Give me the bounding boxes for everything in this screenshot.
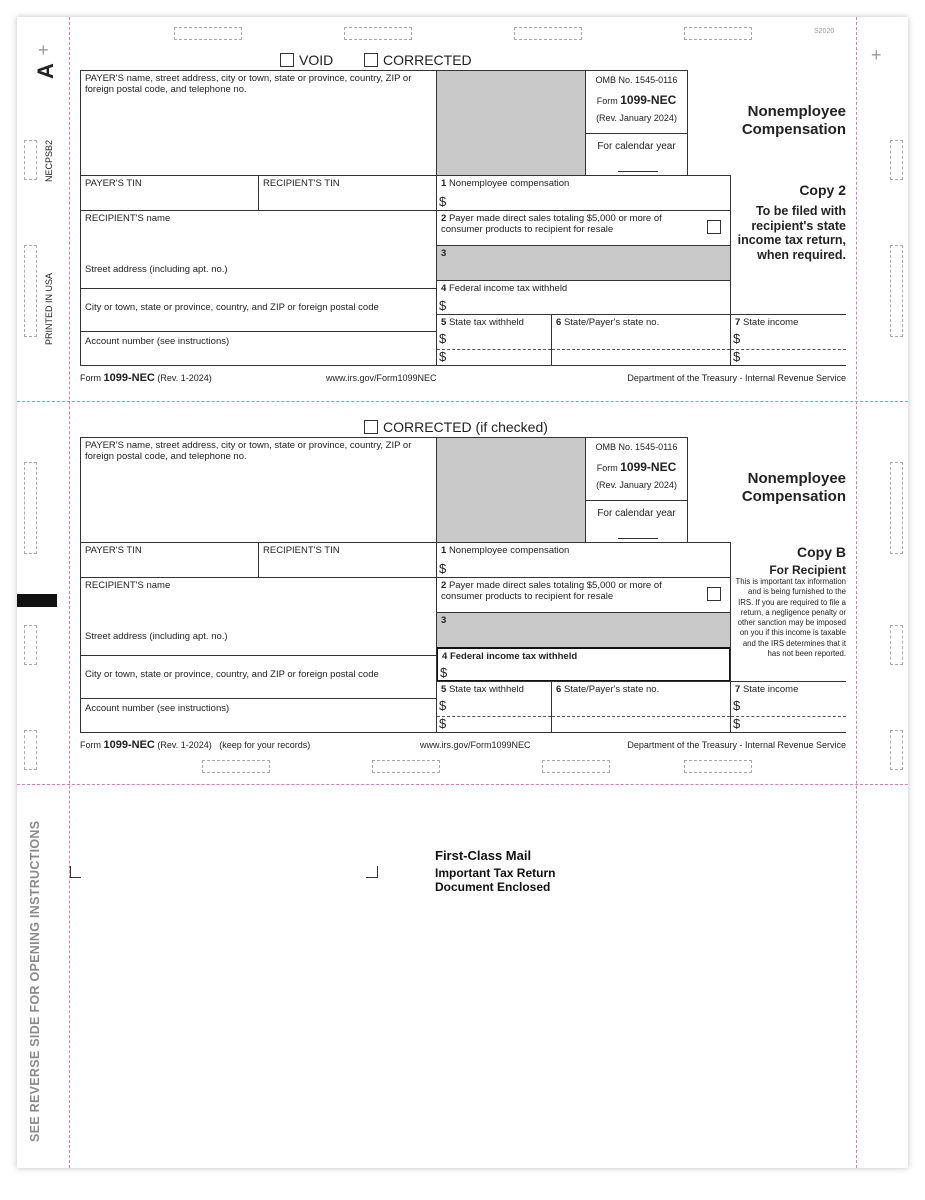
form-footer-id: Form 1099-NEC (Rev. 1-2024) — [80, 372, 212, 384]
calendar-year-field[interactable] — [618, 171, 658, 172]
copy-panel: Copy B For Recipient This is important t… — [730, 542, 846, 682]
pin-mark — [684, 760, 752, 773]
copy-panel: Copy 2 To be filed with recipient's stat… — [737, 182, 846, 262]
department-label: Department of the Treasury - Internal Re… — [627, 373, 846, 383]
pin-mark — [684, 27, 752, 40]
recipient-city-field[interactable]: City or town, state or province, country… — [80, 655, 437, 699]
pin-mark — [24, 140, 37, 180]
department-label: Department of the Treasury - Internal Re… — [627, 740, 846, 750]
account-number-field[interactable]: Account number (see instructions) — [80, 331, 437, 366]
copy-b-form: PAYER'S name, street address, city or to… — [80, 437, 846, 757]
box3-field: 3 — [436, 245, 731, 281]
pin-mark — [890, 140, 903, 180]
box5-field[interactable]: 5 State tax withheld $ $ — [436, 681, 552, 733]
box1-field[interactable]: 1 Nonemployee compensation $ — [436, 542, 731, 578]
pin-mark — [542, 760, 610, 773]
pin-mark — [24, 245, 37, 337]
corrected-checkbox[interactable]: CORRECTED — [364, 52, 472, 68]
box7-field[interactable]: 7 State income $ $ — [730, 314, 846, 366]
pin-mark — [890, 462, 903, 554]
reverse-instructions: SEE REVERSE SIDE FOR OPENING INSTRUCTION… — [28, 820, 42, 1142]
shaded-area — [436, 437, 586, 543]
pin-mark — [890, 245, 903, 337]
payer-tin-field[interactable]: PAYER'S TIN — [80, 175, 259, 211]
form-title: Nonemployee Compensation — [741, 103, 846, 138]
irs-url[interactable]: www.irs.gov/Form1099NEC — [326, 373, 437, 383]
perforation-right — [856, 17, 857, 1168]
omb-block: OMB No. 1545-0116 Form 1099-NEC (Rev. Ja… — [585, 70, 688, 176]
form-footer-id: Form 1099-NEC (Rev. 1-2024) (keep for yo… — [80, 739, 311, 751]
perforation-left — [69, 17, 70, 1168]
box1-field[interactable]: 1 Nonemployee compensation $ — [436, 175, 731, 211]
pin-mark — [890, 625, 903, 665]
alignment-bar — [17, 594, 57, 607]
perforation-middle — [17, 401, 908, 402]
box6-field[interactable]: 6 State/Payer's state no. — [551, 681, 731, 733]
box4-field[interactable]: 4 Federal income tax withheld $ — [436, 647, 731, 682]
box5-field[interactable]: 5 State tax withheld $ $ — [436, 314, 552, 366]
payer-info-field[interactable]: PAYER'S name, street address, city or to… — [80, 437, 437, 543]
account-number-field[interactable]: Account number (see instructions) — [80, 698, 437, 733]
pin-mark — [344, 27, 412, 40]
calendar-year-field[interactable] — [618, 538, 658, 539]
pin-mark — [890, 730, 903, 770]
box2-checkbox[interactable] — [707, 587, 721, 601]
form-code: NECPSB2 — [44, 139, 54, 182]
box7-field[interactable]: 7 State income $ $ — [730, 681, 846, 733]
plate-code: S2020 — [814, 28, 835, 35]
recipient-city-field[interactable]: City or town, state or province, country… — [80, 288, 437, 332]
box2-field: 2 Payer made direct sales totaling $5,00… — [436, 210, 731, 246]
pin-mark — [24, 462, 37, 554]
void-checkbox[interactable]: VOID — [280, 52, 333, 68]
recipient-tin-field[interactable]: RECIPIENT'S TIN — [258, 175, 437, 211]
corrected-checkbox[interactable]: CORRECTED (if checked) — [364, 419, 548, 435]
paper-sheet — [17, 17, 908, 1168]
form-title: Nonemployee Compensation — [741, 470, 846, 505]
box2-field: 2 Payer made direct sales totaling $5,00… — [436, 577, 731, 613]
shaded-area — [436, 70, 586, 176]
omb-block: OMB No. 1545-0116 Form 1099-NEC (Rev. Ja… — [585, 437, 688, 543]
window-corner-mark — [70, 866, 81, 878]
perforation-bottom — [17, 784, 908, 785]
box3-field: 3 — [436, 612, 731, 648]
pin-mark — [24, 730, 37, 770]
printed-in-usa: PRINTED IN USA — [44, 272, 54, 345]
box4-field[interactable]: 4 Federal income tax withheld $ — [436, 280, 731, 315]
pin-mark — [202, 760, 270, 773]
pin-mark — [24, 625, 37, 665]
copy-2-form: PAYER'S name, street address, city or to… — [80, 70, 846, 390]
window-corner-mark — [366, 866, 378, 878]
registration-plus-icon: + — [871, 45, 882, 65]
registration-plus-icon: + — [38, 40, 49, 60]
copy-letter: A — [32, 63, 58, 79]
pin-mark — [514, 27, 582, 40]
recipient-name-field[interactable]: RECIPIENT'S name Street address (includin… — [80, 210, 437, 289]
pin-mark — [372, 760, 440, 773]
pin-mark — [174, 27, 242, 40]
recipient-tin-field[interactable]: RECIPIENT'S TIN — [258, 542, 437, 578]
box2-checkbox[interactable] — [707, 220, 721, 234]
payer-tin-field[interactable]: PAYER'S TIN — [80, 542, 259, 578]
mailer-text: First-Class Mail Important Tax Return Do… — [435, 848, 556, 894]
payer-info-field[interactable]: PAYER'S name, street address, city or to… — [80, 70, 437, 176]
recipient-name-field[interactable]: RECIPIENT'S name Street address (includin… — [80, 577, 437, 656]
irs-url[interactable]: www.irs.gov/Form1099NEC — [420, 740, 531, 750]
box6-field[interactable]: 6 State/Payer's state no. — [551, 314, 731, 366]
